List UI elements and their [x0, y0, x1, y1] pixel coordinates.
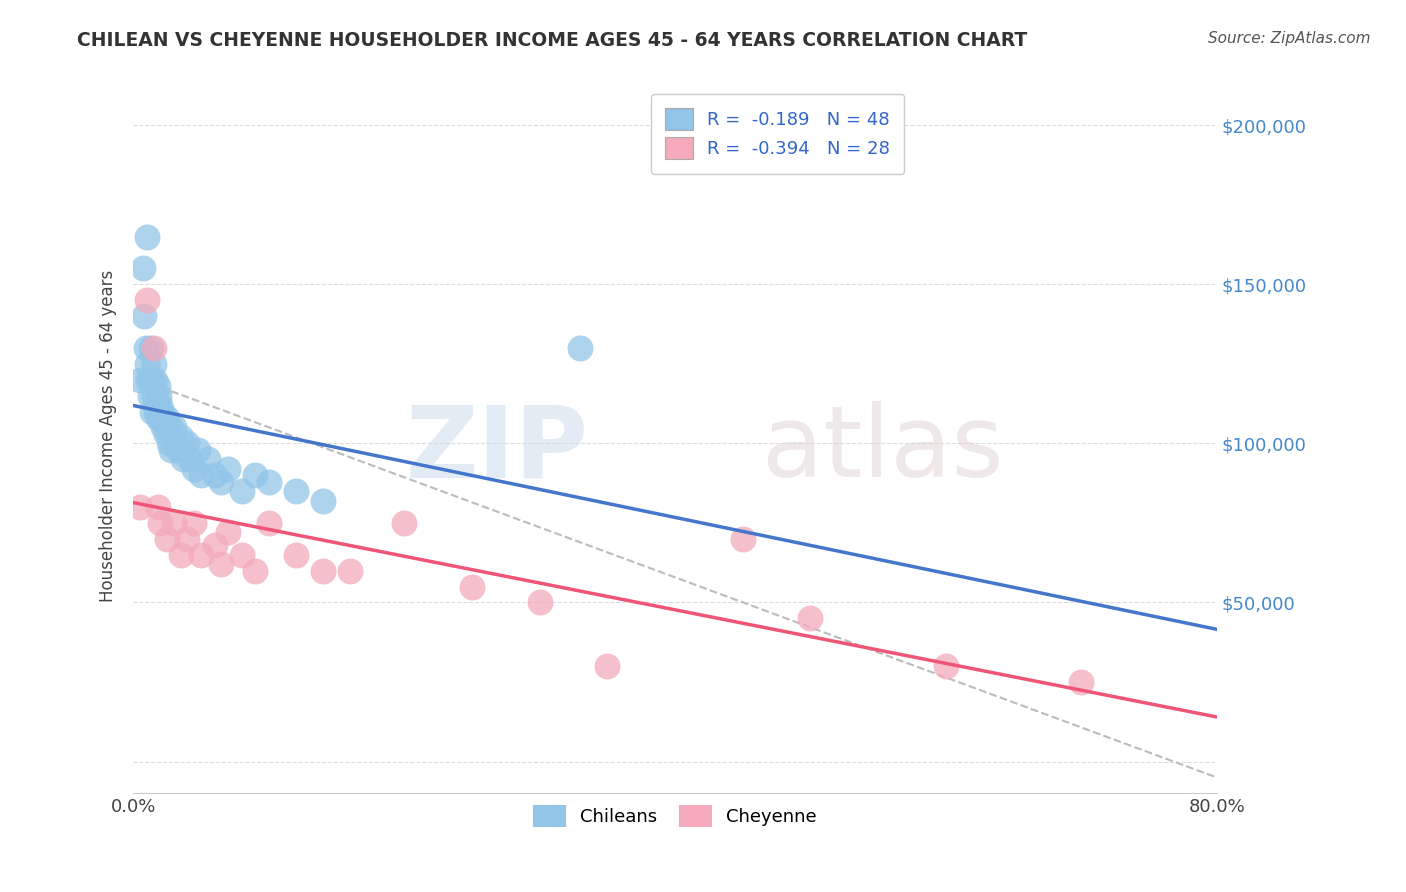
Point: [231, 548, 253, 562]
Point: [135, 357, 157, 371]
Point: [569, 341, 592, 355]
Point: [731, 532, 754, 546]
Point: [392, 516, 415, 530]
Point: [146, 410, 169, 425]
Point: [284, 484, 307, 499]
Point: [156, 410, 179, 425]
Point: [170, 430, 193, 444]
Point: [217, 462, 239, 476]
Point: [1070, 675, 1092, 690]
Point: [231, 484, 253, 499]
Point: [165, 436, 187, 450]
Point: [149, 410, 172, 425]
Point: [176, 436, 198, 450]
Point: [129, 373, 152, 387]
Point: [163, 516, 186, 530]
Point: [170, 548, 193, 562]
Point: [461, 580, 484, 594]
Point: [145, 404, 167, 418]
Point: [209, 475, 232, 489]
Point: [183, 462, 205, 476]
Point: [157, 436, 180, 450]
Point: [152, 420, 174, 434]
Point: [142, 341, 165, 355]
Point: [129, 500, 152, 514]
Point: [150, 404, 173, 418]
Point: [159, 420, 181, 434]
Point: [204, 468, 226, 483]
Point: [163, 420, 186, 434]
Legend: Chileans, Cheyenne: Chileans, Cheyenne: [526, 798, 824, 834]
Point: [183, 516, 205, 530]
Point: [245, 564, 267, 578]
Point: [139, 373, 162, 387]
Point: [167, 442, 190, 457]
Point: [204, 538, 226, 552]
Point: [312, 493, 335, 508]
Point: [143, 373, 166, 387]
Point: [136, 373, 159, 387]
Point: [148, 389, 170, 403]
Point: [245, 468, 267, 483]
Point: [596, 659, 619, 673]
Point: [179, 452, 201, 467]
Text: CHILEAN VS CHEYENNE HOUSEHOLDER INCOME AGES 45 - 64 YEARS CORRELATION CHART: CHILEAN VS CHEYENNE HOUSEHOLDER INCOME A…: [77, 31, 1028, 50]
Point: [146, 379, 169, 393]
Point: [138, 389, 160, 403]
Text: atlas: atlas: [762, 401, 1004, 499]
Text: Source: ZipAtlas.com: Source: ZipAtlas.com: [1208, 31, 1371, 46]
Point: [935, 659, 957, 673]
Point: [135, 293, 157, 308]
Y-axis label: Householder Income Ages 45 - 64 years: Householder Income Ages 45 - 64 years: [100, 269, 117, 601]
Point: [149, 398, 172, 412]
Point: [132, 261, 155, 276]
Point: [190, 468, 212, 483]
Point: [217, 525, 239, 540]
Point: [141, 404, 163, 418]
Point: [153, 410, 176, 425]
Point: [257, 516, 280, 530]
Point: [529, 595, 551, 609]
Point: [257, 475, 280, 489]
Point: [160, 442, 183, 457]
Point: [190, 548, 212, 562]
Point: [134, 341, 156, 355]
Point: [149, 516, 172, 530]
Point: [339, 564, 361, 578]
Point: [156, 532, 179, 546]
Text: ZIP: ZIP: [405, 401, 588, 499]
Point: [197, 452, 219, 467]
Point: [134, 309, 156, 323]
Point: [139, 341, 162, 355]
Point: [146, 500, 169, 514]
Point: [312, 564, 335, 578]
Point: [155, 426, 177, 441]
Point: [176, 532, 198, 546]
Point: [799, 611, 821, 625]
Point: [209, 558, 232, 572]
Point: [284, 548, 307, 562]
Point: [187, 442, 209, 457]
Point: [142, 357, 165, 371]
Point: [135, 229, 157, 244]
Point: [172, 452, 194, 467]
Point: [142, 389, 165, 403]
